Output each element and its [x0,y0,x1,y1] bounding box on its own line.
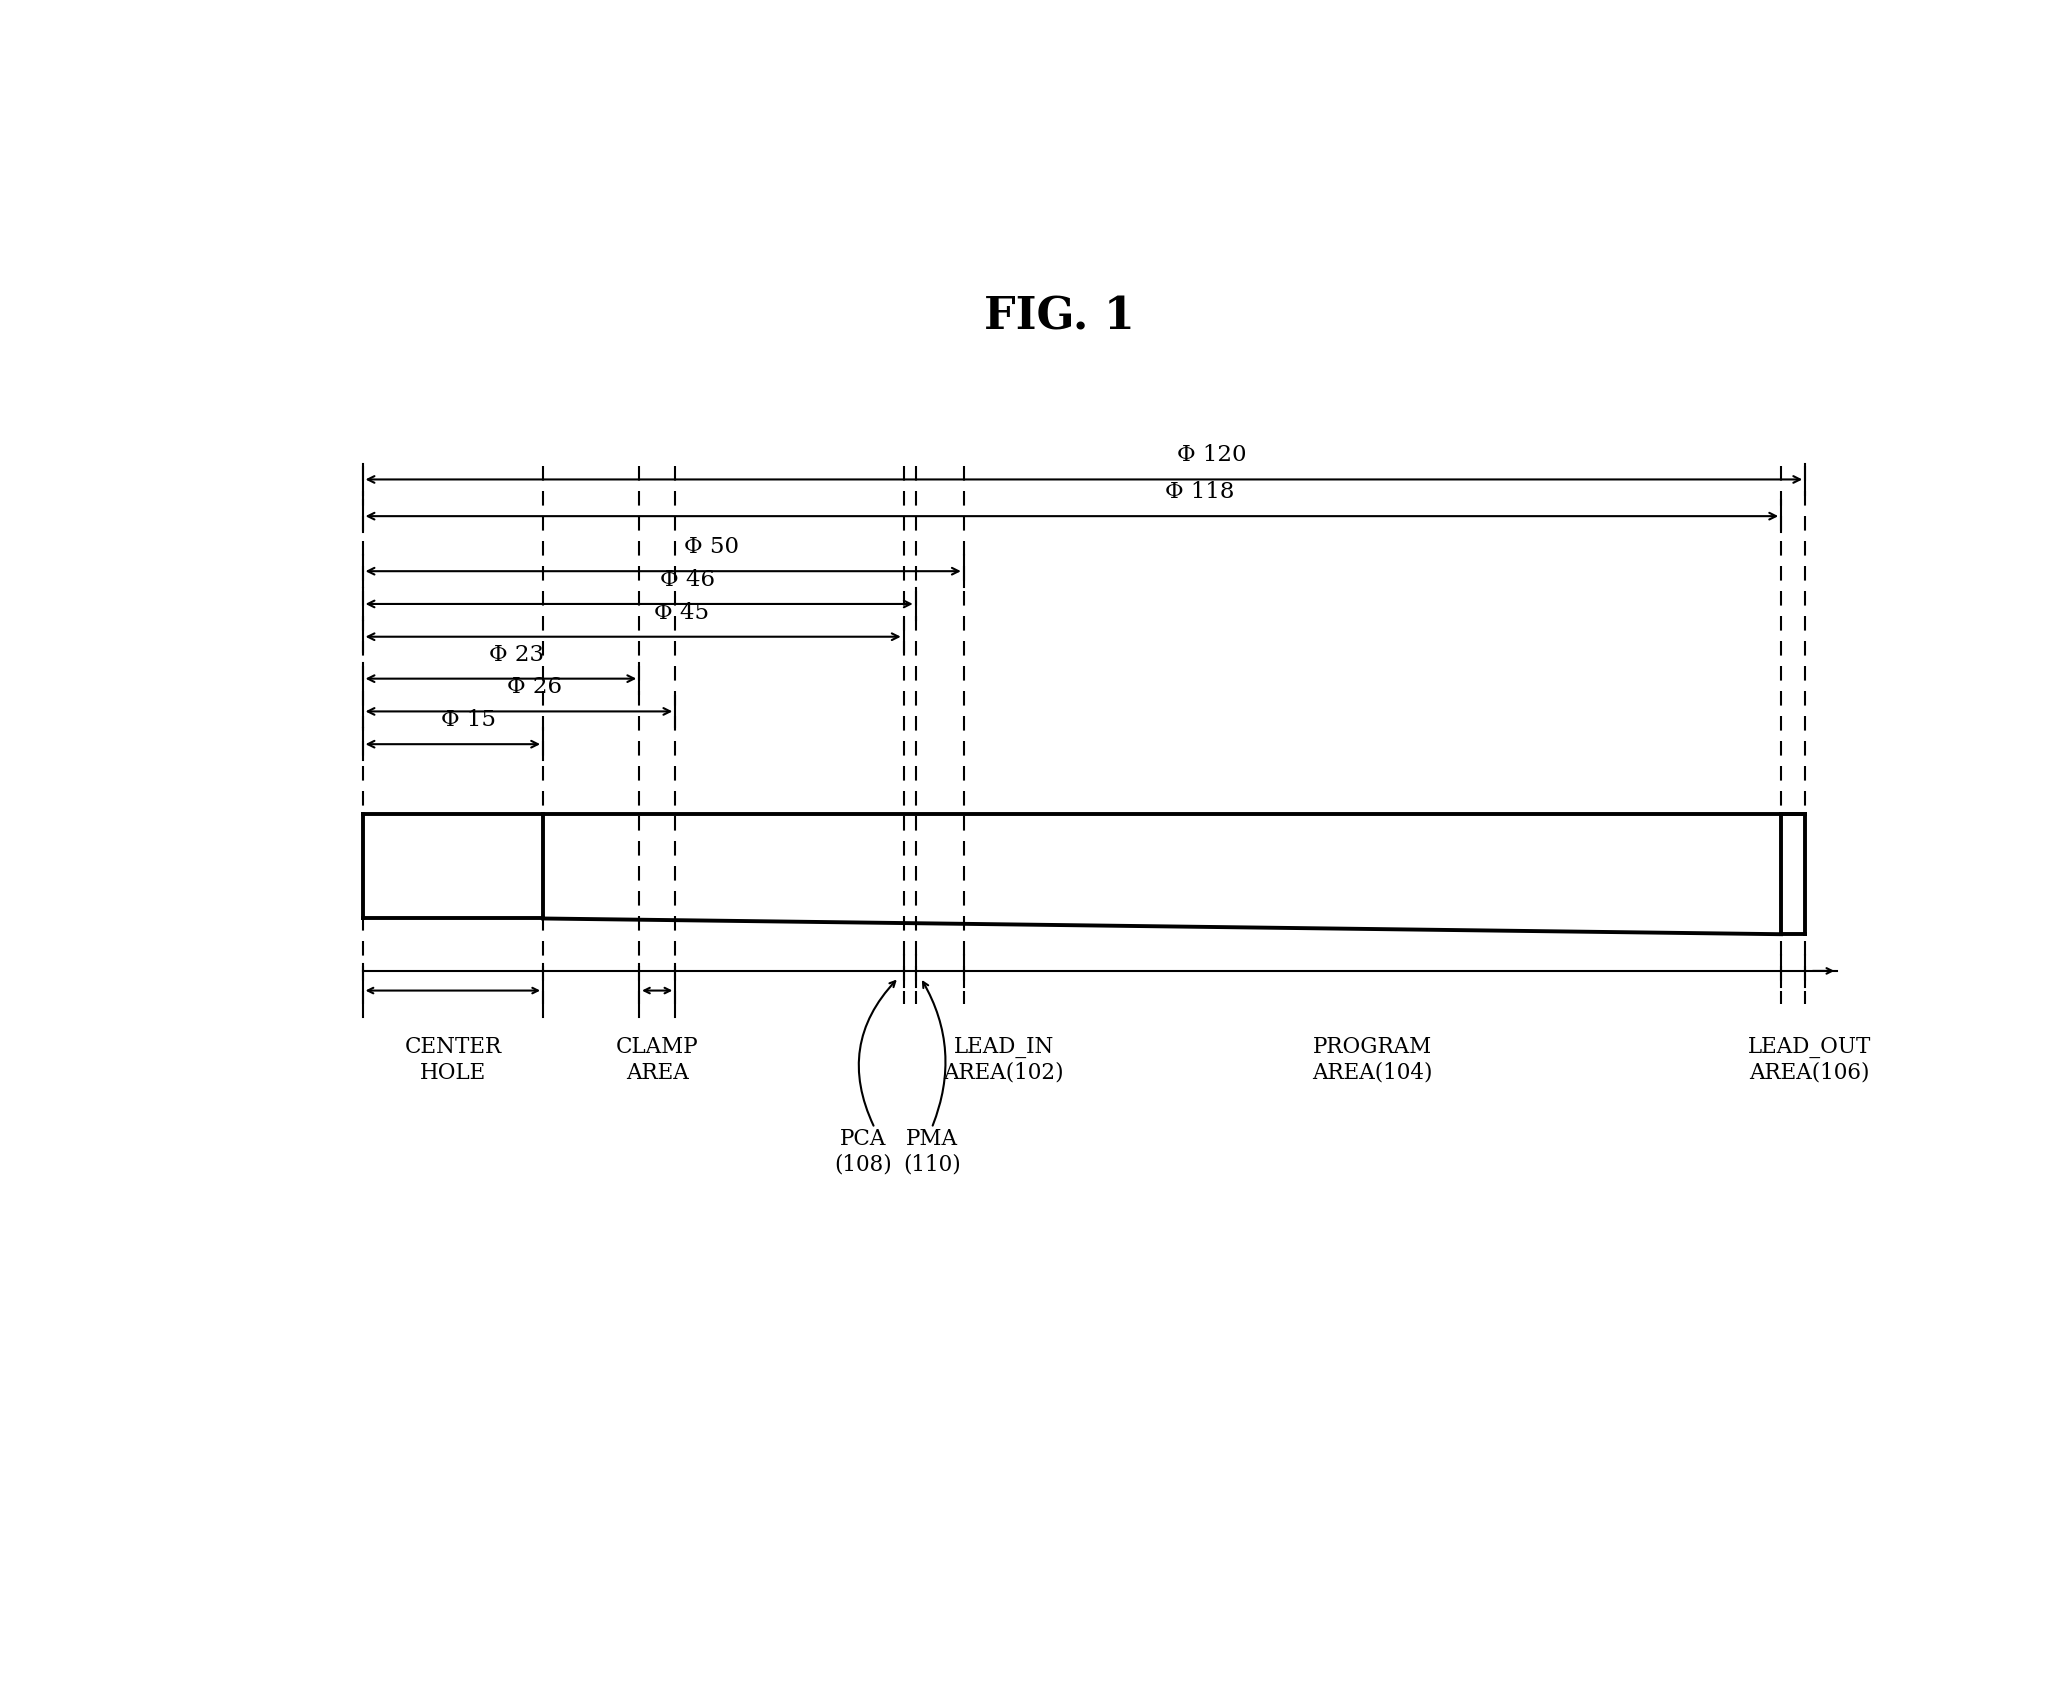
Text: Φ 120: Φ 120 [1177,444,1247,466]
Text: Φ 50: Φ 50 [685,536,738,558]
Text: Φ 26: Φ 26 [507,676,562,698]
Text: CENTER
HOLE: CENTER HOLE [403,1037,500,1084]
Text: LEAD_OUT
AREA(106): LEAD_OUT AREA(106) [1747,1037,1872,1084]
Text: CLAMP
AREA: CLAMP AREA [616,1037,699,1084]
Text: Φ 46: Φ 46 [660,568,716,591]
Text: Φ 23: Φ 23 [490,643,544,665]
Text: Φ 45: Φ 45 [653,601,709,623]
Text: PROGRAM
AREA(104): PROGRAM AREA(104) [1311,1037,1433,1084]
Text: FIG. 1: FIG. 1 [984,296,1135,339]
Text: LEAD_IN
AREA(102): LEAD_IN AREA(102) [943,1037,1065,1084]
Text: Φ 118: Φ 118 [1166,482,1235,504]
Text: Φ 15: Φ 15 [440,710,496,732]
Text: PMA
(110): PMA (110) [904,1128,960,1176]
Text: PCA
(108): PCA (108) [835,1128,893,1176]
